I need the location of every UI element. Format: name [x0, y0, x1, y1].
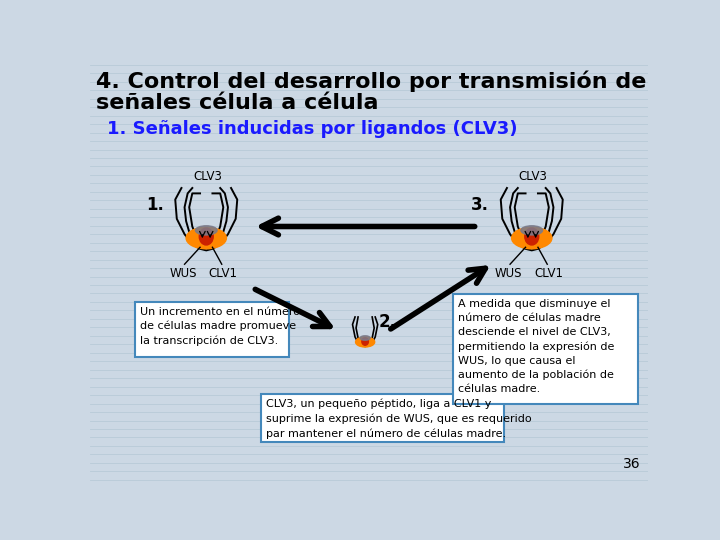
Text: 1. Señales inducidas por ligandos (CLV3): 1. Señales inducidas por ligandos (CLV3)	[107, 120, 518, 138]
FancyBboxPatch shape	[453, 294, 638, 403]
Ellipse shape	[186, 227, 226, 249]
FancyBboxPatch shape	[261, 394, 504, 442]
Ellipse shape	[521, 226, 543, 235]
Text: 1.: 1.	[145, 195, 163, 214]
Ellipse shape	[195, 226, 217, 235]
Ellipse shape	[360, 336, 370, 340]
Text: CLV3, un pequeño péptido, liga a CLV1 y
suprime la expresión de WUS, que es requ: CLV3, un pequeño péptido, liga a CLV1 y …	[266, 399, 531, 439]
Ellipse shape	[512, 227, 552, 249]
Ellipse shape	[362, 338, 369, 345]
FancyBboxPatch shape	[135, 302, 289, 357]
Text: señales célula a célula: señales célula a célula	[96, 92, 379, 112]
Text: Un incremento en el número
de células madre promueve
la transcripción de CLV3.: Un incremento en el número de células ma…	[140, 307, 300, 346]
Text: 2.: 2.	[379, 313, 397, 330]
Text: 3.: 3.	[472, 195, 490, 214]
Text: CLV1: CLV1	[534, 267, 563, 280]
Text: CLV3: CLV3	[194, 170, 222, 183]
Text: 4. Control del desarrollo por transmisión de: 4. Control del desarrollo por transmisió…	[96, 71, 647, 92]
Text: WUS: WUS	[169, 267, 197, 280]
Ellipse shape	[356, 337, 374, 347]
Ellipse shape	[525, 228, 539, 245]
Ellipse shape	[199, 228, 213, 245]
Text: CLV3: CLV3	[519, 170, 548, 183]
Text: WUS: WUS	[495, 267, 522, 280]
Text: A medida que disminuye el
número de células madre
desciende el nivel de CLV3,
pe: A medida que disminuye el número de célu…	[458, 299, 614, 394]
Text: CLV1: CLV1	[209, 267, 238, 280]
Text: 36: 36	[623, 457, 640, 471]
